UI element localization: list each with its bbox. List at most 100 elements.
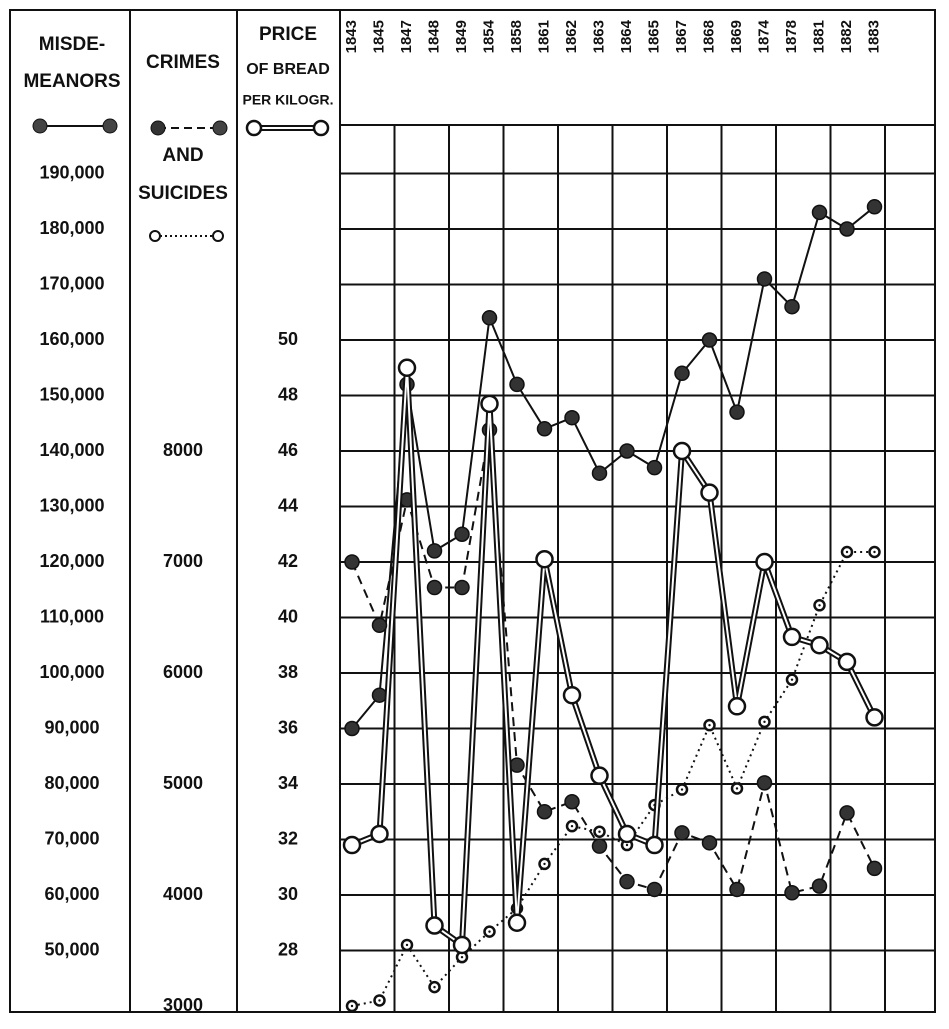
- data-point: [701, 332, 718, 348]
- data-point: [562, 685, 582, 705]
- legend-marker: [150, 120, 166, 136]
- data-point: [536, 421, 553, 437]
- data-point: [811, 204, 828, 221]
- x-tick-label: 1882: [838, 20, 855, 53]
- data-point-center: [350, 1004, 354, 1008]
- x-tick-label: 1883: [865, 20, 882, 53]
- data-point: [866, 860, 883, 877]
- y-tick-label: 180,000: [39, 218, 104, 238]
- y2-axis-label: AND: [162, 145, 203, 166]
- y-tick-label: 70,000: [44, 828, 99, 848]
- x-tick-label: 1865: [645, 20, 662, 53]
- data-point: [591, 465, 608, 481]
- y3-tick-label: 42: [278, 551, 298, 571]
- data-point: [727, 697, 747, 716]
- data-point-center: [873, 550, 876, 554]
- x-tick-label: 1845: [370, 20, 387, 53]
- data-point: [756, 271, 773, 287]
- data-point: [591, 838, 608, 854]
- data-point: [564, 409, 580, 426]
- y2-axis-label: CRIMES: [146, 52, 220, 73]
- series-line: [351, 551, 875, 1007]
- y-tick-label: 60,000: [44, 884, 99, 904]
- y3-tick-label: 50: [278, 329, 298, 349]
- x-tick-label: 1848: [425, 20, 442, 53]
- x-tick-label: 1867: [673, 20, 690, 53]
- data-point: [426, 579, 443, 596]
- data-point-center: [763, 720, 766, 724]
- y-axis-label: MISDE-: [39, 34, 106, 55]
- data-point: [619, 443, 635, 459]
- legend-marker: [212, 120, 228, 136]
- data-point: [729, 881, 745, 898]
- y3-tick-label: 32: [278, 828, 298, 848]
- legend-marker: [312, 119, 330, 137]
- data-point: [865, 708, 884, 727]
- data-point-center: [378, 999, 381, 1002]
- data-point-center: [598, 830, 601, 833]
- legend-marker: [212, 230, 224, 242]
- data-point-center: [790, 678, 794, 681]
- y3-tick-label: 44: [278, 495, 298, 515]
- y-tick-label: 80,000: [44, 773, 99, 793]
- data-point: [674, 365, 690, 382]
- data-point: [590, 766, 609, 785]
- data-point: [452, 935, 472, 955]
- x-tick-label: 1847: [398, 20, 415, 53]
- x-tick-label: 1864: [618, 19, 635, 53]
- x-tick-label: 1878: [783, 20, 800, 53]
- y2-tick-label: 3000: [163, 995, 203, 1015]
- x-tick-label: 1869: [728, 20, 745, 53]
- data-point: [672, 441, 692, 461]
- x-tick-label: 1881: [810, 20, 827, 53]
- y2-tick-label: 4000: [163, 884, 203, 904]
- data-point: [507, 913, 527, 932]
- data-point: [866, 199, 883, 215]
- y3-tick-label: 34: [278, 773, 298, 793]
- data-point: [810, 636, 829, 655]
- x-tick-label: 1849: [453, 20, 470, 53]
- y2-tick-label: 6000: [163, 662, 203, 682]
- data-point: [454, 526, 470, 542]
- frame: [9, 9, 936, 1013]
- data-point: [837, 652, 857, 672]
- data-point-center: [433, 985, 436, 989]
- x-tick-label: 1862: [563, 20, 580, 53]
- data-point-center: [405, 943, 409, 947]
- data-point-center: [708, 723, 711, 727]
- y-axis-label: MEANORS: [23, 71, 120, 92]
- data-point: [426, 543, 443, 559]
- y2-tick-label: 7000: [163, 551, 203, 571]
- data-point: [535, 549, 554, 569]
- data-point: [509, 376, 525, 393]
- data-point-center: [818, 604, 821, 607]
- x-tick-label: 1863: [590, 20, 607, 53]
- y-tick-label: 120,000: [39, 551, 104, 571]
- y3-tick-label: 28: [278, 939, 298, 959]
- data-point-center: [735, 787, 739, 790]
- data-point: [344, 554, 360, 570]
- data-point: [701, 835, 718, 851]
- y2-axis-label: SUICIDES: [138, 183, 228, 204]
- data-point: [811, 878, 828, 894]
- y-tick-label: 130,000: [39, 495, 104, 515]
- x-tick-label: 1874: [755, 19, 772, 53]
- y-tick-label: 160,000: [39, 329, 104, 349]
- legend-marker: [149, 230, 161, 242]
- y-tick-label: 190,000: [39, 162, 104, 182]
- y-tick-label: 100,000: [39, 662, 104, 682]
- y3-axis-label: PER KILOGR.: [242, 92, 333, 108]
- y3-tick-label: 30: [278, 884, 298, 904]
- data-point: [755, 552, 774, 572]
- data-point: [782, 627, 802, 647]
- y3-tick-label: 46: [278, 440, 298, 460]
- data-point-center: [543, 862, 546, 866]
- data-point: [646, 459, 663, 476]
- x-tick-label: 1858: [508, 20, 525, 53]
- data-point: [700, 483, 719, 502]
- data-point: [756, 775, 773, 791]
- legend-marker: [32, 118, 48, 134]
- data-point: [729, 404, 745, 420]
